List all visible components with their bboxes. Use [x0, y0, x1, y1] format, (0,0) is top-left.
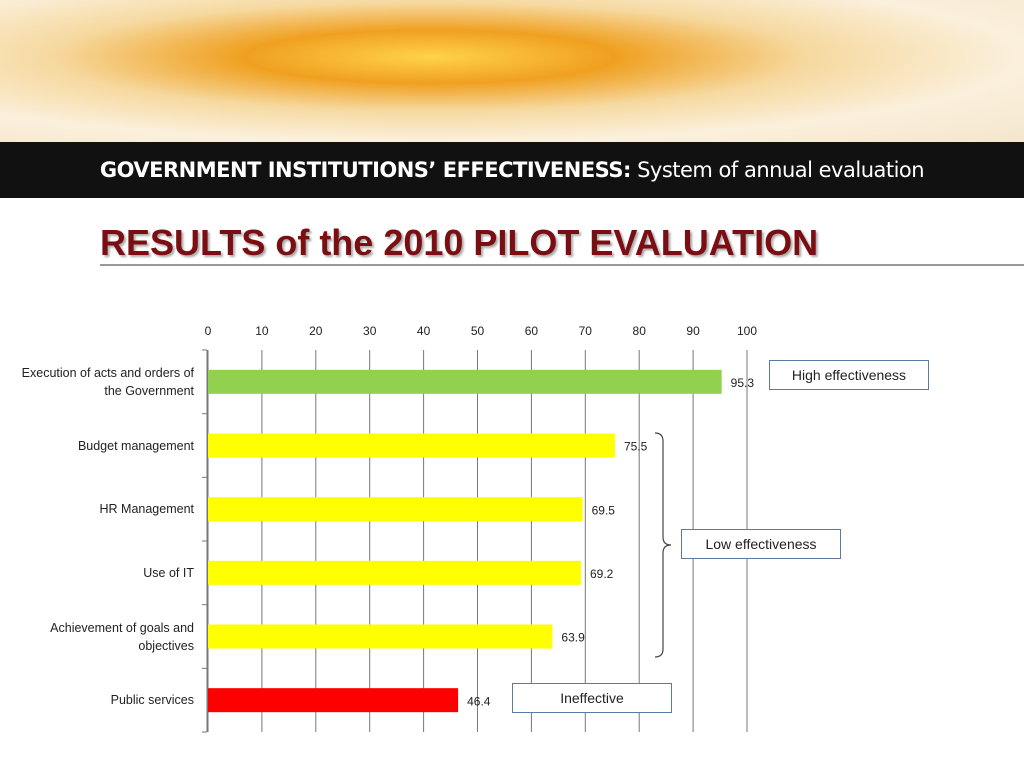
x-tick-label: 30	[363, 324, 377, 338]
y-tick-label: Achievement of goals and objectives	[50, 620, 194, 653]
x-tick-label: 10	[255, 324, 269, 338]
y-tick-label: Use of IT	[143, 565, 194, 580]
y-tick-label: Execution of acts and orders of the Gove…	[21, 365, 194, 398]
banner: GOVERNMENT INSTITUTIONS’ EFFECTIVENESS: …	[0, 142, 1024, 198]
y-tick-label: Public services	[110, 693, 194, 708]
value-label: 63.9	[561, 631, 585, 645]
bar	[208, 497, 583, 522]
banner-bold: GOVERNMENT INSTITUTIONS’ EFFECTIVENESS:	[99, 158, 631, 182]
x-tick-label: 40	[417, 324, 431, 338]
bar	[208, 624, 553, 649]
x-tick-label: 80	[633, 324, 647, 338]
value-label: 75.5	[624, 440, 648, 454]
annotation: Ineffective	[512, 683, 672, 713]
bar	[208, 560, 581, 585]
banner-text: System of annual evaluation	[637, 158, 925, 182]
x-tick-label: 70	[579, 324, 593, 338]
value-label: 69.5	[592, 503, 616, 517]
bracket	[654, 432, 672, 658]
annotation: High effectiveness	[769, 360, 929, 390]
bar	[208, 433, 615, 458]
y-tick-label: Budget management	[77, 438, 194, 453]
x-tick-label: 0	[205, 324, 212, 338]
value-label: 95.3	[731, 376, 755, 390]
x-tick-label: 20	[309, 324, 323, 338]
x-tick-label: 100	[737, 324, 757, 338]
value-label: 46.4	[467, 694, 491, 708]
y-tick-label: HR Management	[99, 502, 195, 517]
bar	[208, 688, 459, 713]
title-rule	[100, 264, 1024, 266]
chart-title: RESULTS of the 2010 PILOT EVALUATION	[100, 222, 819, 263]
bar	[208, 369, 722, 394]
x-tick-label: 90	[686, 324, 700, 338]
x-tick-label: 60	[525, 324, 539, 338]
x-tick-label: 50	[471, 324, 485, 338]
header-image	[0, 0, 1024, 142]
value-label: 69.2	[590, 567, 614, 581]
annotation: Low effectiveness	[681, 529, 841, 559]
